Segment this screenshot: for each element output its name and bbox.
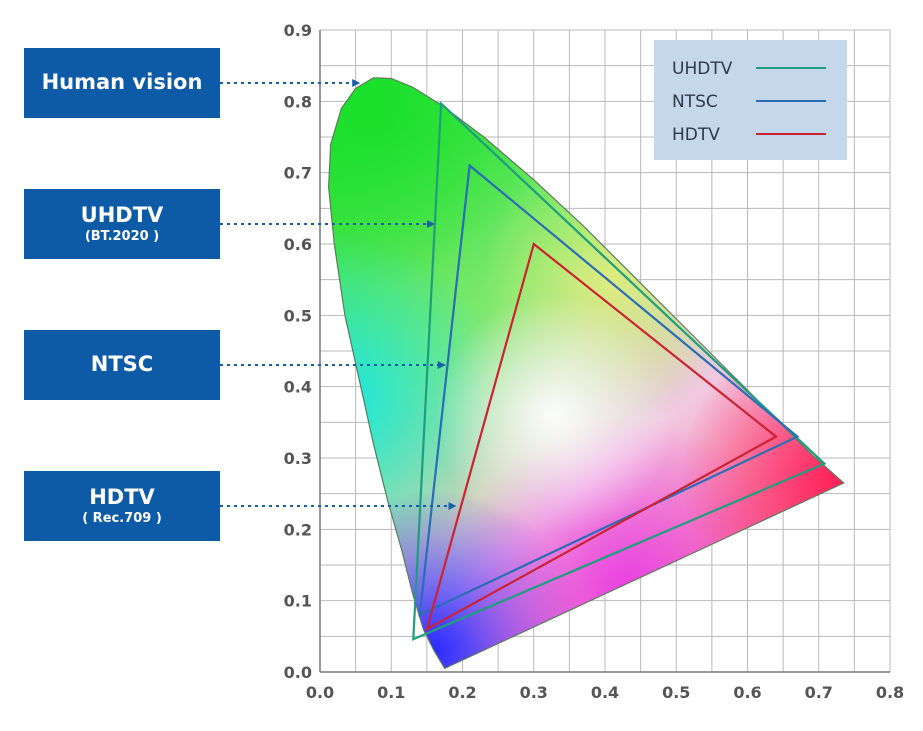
label-ntsc: NTSC [24, 330, 220, 400]
label-uhdtv-subtext: (BT.2020 ) [84, 228, 160, 244]
legend-label: NTSC [672, 92, 718, 112]
legend-label: UHDTV [672, 59, 733, 79]
gamut-hdtv [425, 242, 778, 632]
label-human-vision: Human vision [24, 48, 220, 118]
y-tick-label: 0.4 [284, 378, 312, 397]
y-tick-label: 0.6 [284, 235, 312, 254]
gamut-ntsc [418, 163, 800, 617]
x-tick-label: 0.0 [306, 683, 334, 702]
label-ntsc-text: NTSC [90, 352, 154, 377]
y-tick-label: 0.9 [284, 21, 312, 40]
x-tick-label: 0.6 [733, 683, 761, 702]
x-tick-label: 0.4 [591, 683, 619, 702]
label-uhdtv-text: UHDTV [80, 202, 164, 227]
x-tick-label: 0.3 [520, 683, 548, 702]
y-tick-label: 0.7 [284, 164, 312, 183]
x-tick-label: 0.1 [377, 683, 405, 702]
legend: UHDTV NTSC HDTV [654, 40, 847, 160]
y-tick-label: 0.3 [284, 449, 312, 468]
label-hdtv-subtext: ( Rec.709 ) [82, 510, 162, 526]
x-tick-label: 0.7 [805, 683, 833, 702]
label-human-vision-text: Human vision [41, 70, 203, 95]
y-tick-label: 0.0 [284, 663, 312, 682]
label-hdtv: HDTV ( Rec.709 ) [24, 471, 220, 541]
x-tick-label: 0.8 [876, 683, 904, 702]
y-tick-label: 0.2 [284, 520, 312, 539]
y-tick-label: 0.5 [284, 306, 312, 325]
y-tick-label: 0.8 [284, 92, 312, 111]
gamut-uhdtv [412, 101, 827, 641]
legend-label: HDTV [672, 125, 720, 145]
x-tick-label: 0.5 [662, 683, 690, 702]
label-hdtv-text: HDTV [89, 484, 155, 509]
x-tick-label: 0.2 [448, 683, 476, 702]
y-tick-label: 0.1 [284, 592, 312, 611]
label-uhdtv: UHDTV (BT.2020 ) [24, 189, 220, 259]
spectral-locus-outline [327, 77, 845, 670]
